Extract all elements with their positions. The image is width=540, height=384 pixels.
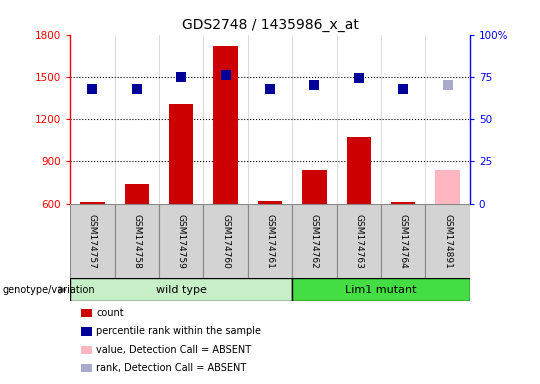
Bar — [169, 104, 193, 204]
Bar — [347, 137, 371, 204]
Text: GSM174761: GSM174761 — [266, 214, 274, 268]
Text: GSM174757: GSM174757 — [88, 214, 97, 268]
Text: GSM174763: GSM174763 — [354, 214, 363, 268]
Bar — [125, 184, 149, 204]
Bar — [292, 204, 336, 278]
Bar — [159, 204, 204, 278]
Bar — [336, 204, 381, 278]
Bar — [381, 204, 426, 278]
Bar — [213, 46, 238, 204]
Text: genotype/variation: genotype/variation — [3, 285, 96, 295]
Bar — [70, 204, 114, 278]
Text: GSM174759: GSM174759 — [177, 214, 186, 268]
Text: GSM174762: GSM174762 — [310, 214, 319, 268]
Point — [310, 82, 319, 88]
Text: GSM174758: GSM174758 — [132, 214, 141, 268]
Bar — [435, 170, 460, 204]
Bar — [426, 204, 470, 278]
Point — [88, 86, 97, 92]
Bar — [80, 202, 105, 204]
Text: percentile rank within the sample: percentile rank within the sample — [96, 326, 261, 336]
Point — [399, 86, 408, 92]
Point — [132, 86, 141, 92]
Title: GDS2748 / 1435986_x_at: GDS2748 / 1435986_x_at — [181, 18, 359, 32]
Bar — [391, 202, 415, 204]
Bar — [204, 204, 248, 278]
Text: wild type: wild type — [156, 285, 207, 295]
Text: value, Detection Call = ABSENT: value, Detection Call = ABSENT — [96, 345, 251, 355]
Bar — [258, 201, 282, 204]
Point — [221, 72, 230, 78]
Point — [443, 82, 452, 88]
Text: GSM174891: GSM174891 — [443, 214, 452, 268]
Text: GSM174764: GSM174764 — [399, 214, 408, 268]
Bar — [70, 278, 292, 301]
Point — [177, 74, 186, 80]
Point — [354, 75, 363, 81]
Point — [266, 86, 274, 92]
Bar — [292, 278, 470, 301]
Bar — [114, 204, 159, 278]
Bar — [248, 204, 292, 278]
Bar — [302, 170, 327, 204]
Text: rank, Detection Call = ABSENT: rank, Detection Call = ABSENT — [96, 363, 246, 373]
Text: count: count — [96, 308, 124, 318]
Text: GSM174760: GSM174760 — [221, 214, 230, 268]
Text: Lim1 mutant: Lim1 mutant — [345, 285, 417, 295]
